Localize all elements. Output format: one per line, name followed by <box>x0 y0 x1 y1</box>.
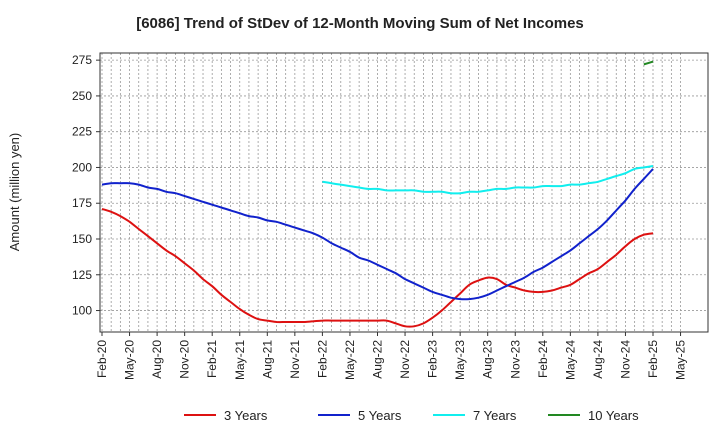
x-tick-label: Aug-22 <box>371 340 385 379</box>
x-tick-label: Aug-20 <box>150 340 164 379</box>
x-tick-label: May-23 <box>453 340 467 380</box>
series-line-3-years <box>101 208 654 328</box>
legend: 3 Years 5 Years 7 Years 10 Years <box>184 408 639 423</box>
series-line-5-years <box>101 168 654 301</box>
legend-label: 3 Years <box>224 408 268 423</box>
plot-frame <box>99 52 709 333</box>
x-tick-label: Feb-25 <box>646 340 660 378</box>
chart-title: [6086] Trend of StDev of 12-Month Moving… <box>136 15 584 32</box>
x-tick-label: Aug-23 <box>481 340 495 379</box>
y-axis-title: Amount (million yen) <box>7 133 22 252</box>
x-tick-label: Nov-20 <box>178 340 192 379</box>
y-axis-ticks: 100 125 150 175 200 225 250 275 <box>72 53 100 318</box>
y-tick-label: 100 <box>72 304 92 318</box>
legend-label: 7 Years <box>473 408 517 423</box>
series-line-7-years <box>322 165 654 195</box>
y-tick-label: 275 <box>72 53 92 67</box>
x-tick-label: Aug-24 <box>591 340 605 379</box>
x-tick-label: May-24 <box>563 340 577 380</box>
x-tick-label: Feb-23 <box>426 340 440 378</box>
x-tick-label: May-22 <box>343 340 357 380</box>
series-line-10-years <box>643 60 654 66</box>
x-tick-label: Nov-21 <box>288 340 302 379</box>
legend-label: 5 Years <box>358 408 402 423</box>
y-tick-label: 150 <box>72 232 92 246</box>
plot-background <box>100 53 708 332</box>
y-tick-label: 125 <box>72 268 92 282</box>
x-tick-label: Feb-20 <box>95 340 109 378</box>
y-tick-label: 175 <box>72 196 92 210</box>
x-tick-label: Nov-23 <box>508 340 522 379</box>
x-tick-label: Feb-21 <box>205 340 219 378</box>
y-tick-label: 200 <box>72 160 92 174</box>
legend-label: 10 Years <box>588 408 639 423</box>
x-tick-label: May-21 <box>233 340 247 380</box>
x-tick-label: Aug-21 <box>260 340 274 379</box>
x-tick-label: May-20 <box>123 340 137 380</box>
x-tick-label: Nov-24 <box>618 340 632 379</box>
x-tick-label: Feb-24 <box>536 340 550 378</box>
y-tick-label: 250 <box>72 89 92 103</box>
x-tick-label: Feb-22 <box>315 340 329 378</box>
x-axis-ticks: Feb-20 May-20 Aug-20 Nov-20 Feb-21 May-21 Aug-… <box>95 332 688 380</box>
x-tick-label: May-25 <box>674 340 688 380</box>
y-tick-label: 225 <box>72 125 92 139</box>
x-tick-label: Nov-22 <box>398 340 412 379</box>
series-lines <box>101 60 654 328</box>
